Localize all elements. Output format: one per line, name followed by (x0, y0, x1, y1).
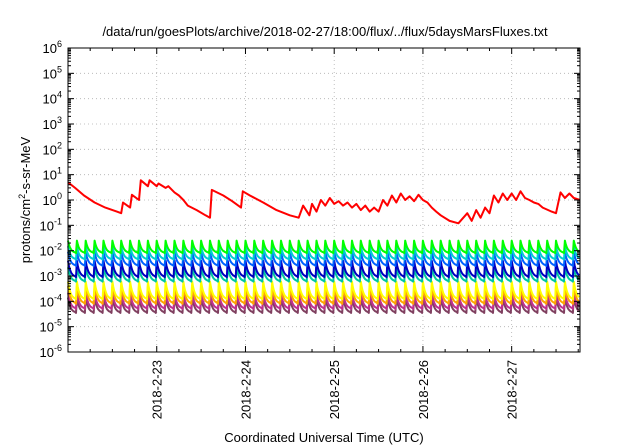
series-line (67, 239, 580, 255)
x-tick-label: 2018-2-23 (150, 360, 165, 419)
y-tick-label: 102 (43, 140, 62, 157)
x-tick-label: 2018-2-24 (238, 360, 253, 419)
y-tick-label: 103 (43, 115, 62, 132)
y-tick-label: 10-5 (40, 318, 62, 335)
y-tick-label: 100 (43, 191, 62, 208)
chart-title: /data/run/goesPlots/archive/2018-02-27/1… (102, 24, 548, 39)
y-axis-label: protons/cm2-s-sr-MeV (17, 136, 33, 263)
y-tick-label: 10-3 (40, 267, 62, 284)
y-tick-label: 105 (43, 64, 62, 81)
y-tick-label: 10-1 (40, 216, 62, 233)
y-tick-label: 10-4 (40, 292, 62, 309)
y-tick-label: 10-2 (40, 242, 62, 259)
series-line (67, 280, 580, 301)
y-tick-label: 10-6 (40, 343, 62, 360)
x-axis: 2018-2-23 2018-2-24 2018-2-25 2018-2-26 2018… (89, 48, 579, 419)
x-tick-label: 2018-2-26 (416, 360, 431, 419)
x-tick-label: 2018-2-27 (505, 360, 520, 419)
y-tick-label: 104 (43, 90, 62, 107)
series-line (67, 179, 581, 225)
x-tick-label: 2018-2-25 (327, 360, 342, 419)
y-tick-label: 106 (43, 39, 62, 56)
y-axis: 10-6 10-5 10-4 10-3 10-2 10-1 100 101 102 103 104 1… (40, 39, 580, 360)
y-tick-label: 101 (43, 166, 62, 183)
series-layer (67, 179, 581, 314)
x-axis-label: Coordinated Universal Time (UTC) (224, 430, 423, 445)
